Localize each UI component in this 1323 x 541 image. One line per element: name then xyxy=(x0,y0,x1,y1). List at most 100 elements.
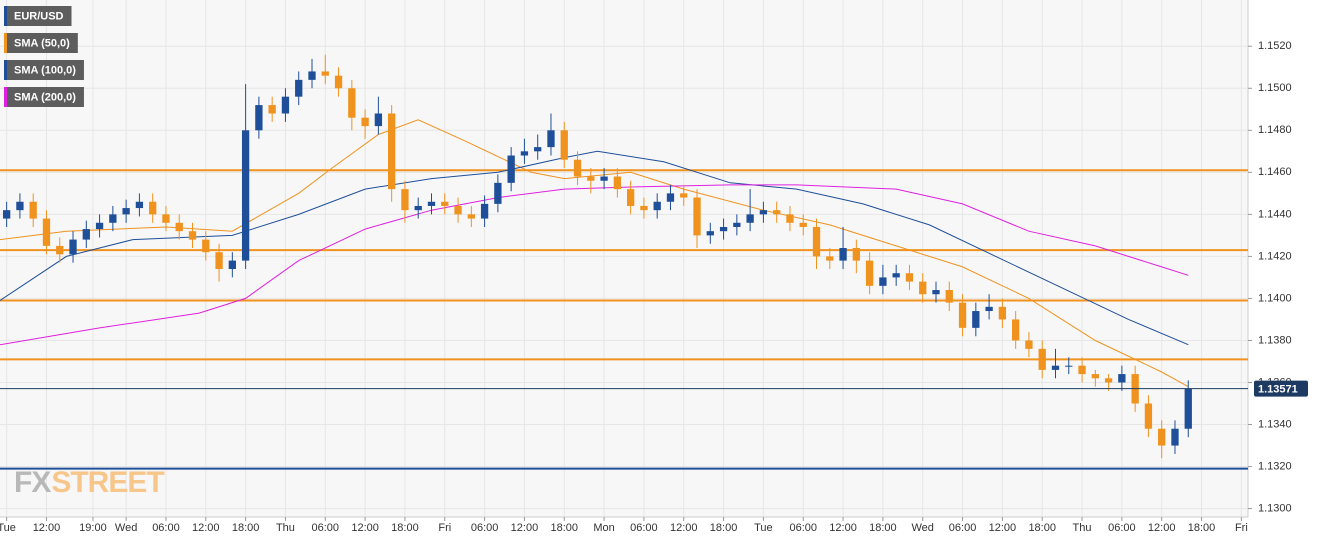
last-price-label: 1.13571 xyxy=(1258,383,1298,395)
legend-item: SMA (200,0) xyxy=(4,87,84,107)
x-tick-label: 06:00 xyxy=(1108,522,1136,534)
legend-box xyxy=(4,87,84,107)
x-tick-label: 06:00 xyxy=(471,522,499,534)
x-tick-label: 12:00 xyxy=(670,522,698,534)
legend-item: SMA (50,0) xyxy=(4,33,78,53)
x-tick-label: Thu xyxy=(276,522,295,534)
candle-body xyxy=(1078,365,1086,375)
y-tick-label: 1.1480 xyxy=(1258,124,1292,136)
candle-body xyxy=(454,205,462,215)
candle-body xyxy=(932,290,940,295)
candle-body xyxy=(122,208,130,215)
candle-body xyxy=(666,193,675,202)
candle-body xyxy=(1144,403,1153,429)
y-tick-label: 1.1520 xyxy=(1258,40,1292,52)
x-tick-label: Wed xyxy=(115,522,137,534)
x-tick-label: 18:00 xyxy=(391,522,419,534)
candle-body xyxy=(374,113,383,127)
candle-body xyxy=(16,201,24,211)
candle-body xyxy=(534,147,542,152)
candle-body xyxy=(1184,388,1192,429)
x-tick-label: Fri xyxy=(1235,522,1248,534)
y-tick-label: 1.1380 xyxy=(1258,334,1292,346)
candle-body xyxy=(188,231,197,240)
candle-body xyxy=(693,197,701,236)
candle-body xyxy=(295,79,303,97)
candle-body xyxy=(746,214,754,223)
x-tick-label: 06:00 xyxy=(630,522,658,534)
candle-body xyxy=(985,306,993,312)
candle-body xyxy=(82,229,90,240)
candle-body xyxy=(998,306,1007,320)
candle-body xyxy=(945,290,953,303)
sma-line xyxy=(0,119,1189,388)
x-tick-label: 18:00 xyxy=(232,522,260,534)
x-tick-label: 12:00 xyxy=(33,522,61,534)
candle-body xyxy=(135,201,144,209)
candle-body xyxy=(759,210,768,215)
candle-body xyxy=(1118,374,1126,383)
x-tick-label: 12:00 xyxy=(989,522,1017,534)
x-tick-label: Fri xyxy=(438,522,451,534)
candle-body xyxy=(653,201,661,211)
candle-body xyxy=(175,222,183,232)
legend-label: SMA (100,0) xyxy=(14,64,76,76)
candle-body xyxy=(626,189,635,206)
legend-item: EUR/USD xyxy=(4,6,72,26)
x-tick-label: 06:00 xyxy=(949,522,977,534)
legend-box xyxy=(4,33,78,53)
candle-body xyxy=(587,176,595,181)
candle-body xyxy=(281,96,290,114)
candle-body xyxy=(613,176,622,190)
candle-body xyxy=(308,71,316,80)
sma-line xyxy=(0,150,1189,346)
candle-body xyxy=(826,256,834,261)
candle-body xyxy=(42,218,51,246)
sma-line xyxy=(0,184,1189,346)
y-tick-label: 1.1300 xyxy=(1258,502,1292,514)
plot-area xyxy=(0,0,1248,517)
candle-body xyxy=(149,201,157,215)
legend-label: EUR/USD xyxy=(14,10,64,22)
candle-body xyxy=(1158,428,1166,446)
watermark: STREET xyxy=(51,466,164,499)
last-price-box xyxy=(1254,380,1308,397)
candle-body xyxy=(507,155,515,183)
candle-body xyxy=(520,151,529,156)
x-tick-label: 18:00 xyxy=(550,522,578,534)
y-tick-label: 1.1340 xyxy=(1258,418,1292,430)
candle-body xyxy=(865,260,874,286)
legend-swatch xyxy=(4,6,7,26)
x-tick-label: 12:00 xyxy=(1148,522,1176,534)
x-tick-label: Tue xyxy=(754,522,773,534)
candle-body xyxy=(600,176,608,181)
candle-body xyxy=(573,159,582,177)
candle-body xyxy=(414,205,422,211)
candle-body xyxy=(215,252,223,270)
y-tick-label: 1.1420 xyxy=(1258,250,1292,262)
candle-body xyxy=(1012,319,1020,341)
x-tick-label: 18:00 xyxy=(1188,522,1216,534)
candle-body xyxy=(348,88,356,118)
candle-body xyxy=(560,130,568,160)
candle-body xyxy=(1065,365,1073,367)
y-tick-label: 1.1460 xyxy=(1258,166,1292,178)
x-tick-label: 19:00 xyxy=(79,522,107,534)
x-tick-label: 18:00 xyxy=(710,522,738,534)
x-tick-label: Thu xyxy=(1073,522,1092,534)
candle-body xyxy=(1051,365,1060,370)
legend-label: SMA (200,0) xyxy=(14,91,76,103)
candle-body xyxy=(95,222,104,230)
legend-box xyxy=(4,60,84,80)
candle-body xyxy=(1171,428,1179,446)
x-tick-label: 12:00 xyxy=(351,522,379,534)
x-tick-label: 12:00 xyxy=(192,522,220,534)
x-tick-label: 06:00 xyxy=(152,522,180,534)
candle-body xyxy=(786,214,794,223)
x-tick-label: 12:00 xyxy=(829,522,857,534)
candle-body xyxy=(29,201,37,219)
candle-body xyxy=(773,210,781,215)
candle-body xyxy=(401,189,409,211)
candle-body xyxy=(919,281,927,295)
candle-body xyxy=(892,273,900,278)
